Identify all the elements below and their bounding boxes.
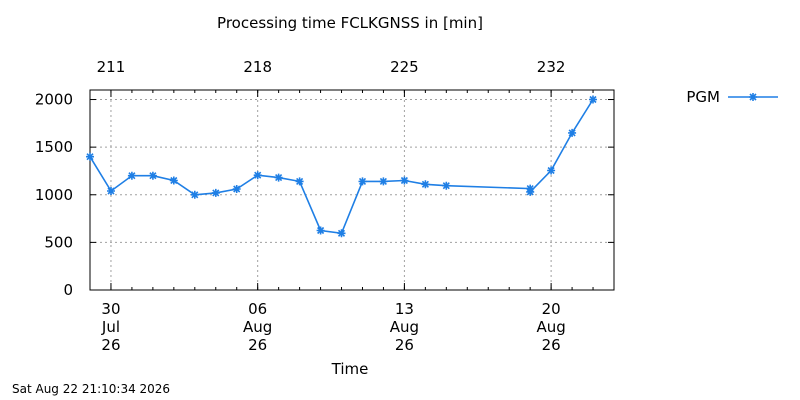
point-marker — [526, 187, 535, 196]
x-tick-label: Aug — [390, 318, 419, 336]
data-point — [169, 176, 178, 185]
legend-label-pgm: PGM — [686, 88, 720, 106]
data-point — [421, 180, 430, 189]
series-layer — [86, 95, 597, 238]
point-marker — [358, 177, 367, 186]
point-marker — [107, 187, 115, 195]
data-point — [547, 166, 556, 175]
x-tick-label: 26 — [248, 336, 267, 354]
x-tick-label: 26 — [395, 336, 414, 354]
data-point — [253, 171, 262, 180]
y-tick-label: 1500 — [35, 138, 73, 156]
point-marker — [421, 180, 430, 189]
data-point — [274, 173, 283, 182]
y-tick-label: 2000 — [35, 91, 73, 109]
data-point — [589, 95, 597, 104]
x-tick-label: Aug — [243, 318, 272, 336]
x-tick-label: Aug — [536, 318, 565, 336]
x-tick-label: 20 — [542, 300, 561, 318]
data-point — [568, 128, 577, 137]
point-marker — [589, 95, 597, 104]
data-point — [442, 181, 451, 190]
y-tick-label: 1000 — [35, 186, 73, 204]
x-tick-label: 06 — [248, 300, 267, 318]
x-tick-label: 26 — [101, 336, 120, 354]
point-marker — [190, 190, 199, 199]
data-point — [211, 188, 220, 197]
data-point — [232, 185, 241, 193]
data-point — [337, 229, 346, 238]
point-marker — [316, 226, 325, 235]
data-point — [190, 190, 199, 199]
point-marker — [337, 229, 346, 238]
x-top-tick-label: 218 — [243, 58, 272, 76]
point-marker — [211, 188, 220, 197]
point-marker — [295, 177, 304, 186]
data-point — [86, 152, 94, 161]
y-tick-label: 0 — [63, 281, 73, 299]
data-point — [379, 177, 388, 186]
point-marker — [568, 128, 577, 137]
data-point — [295, 177, 304, 186]
point-marker — [86, 152, 94, 161]
data-point — [526, 187, 535, 196]
x-tick-label: 26 — [542, 336, 561, 354]
x-top-tick-label: 225 — [390, 58, 419, 76]
data-point — [107, 187, 115, 195]
point-marker — [379, 177, 388, 186]
data-point — [358, 177, 367, 186]
point-marker — [169, 176, 178, 185]
legend-marker-path — [749, 93, 757, 101]
data-point — [400, 176, 409, 185]
x-tick-label: 13 — [395, 300, 414, 318]
y-tick-label: 500 — [44, 233, 73, 251]
point-marker — [442, 181, 451, 190]
point-marker — [400, 176, 409, 185]
timestamp: Sat Aug 22 21:10:34 2026 — [12, 382, 171, 396]
axis-ticks: 050010001500200030Jul2606Aug2613Aug2620A… — [35, 58, 615, 354]
x-axis-label: Time — [331, 360, 369, 378]
point-marker — [148, 171, 157, 180]
series-line-pgm — [89, 99, 594, 235]
grid-lines — [90, 90, 614, 290]
x-tick-label: Jul — [101, 318, 120, 336]
point-marker — [547, 166, 556, 175]
point-marker — [232, 185, 241, 193]
point-marker — [127, 171, 136, 180]
x-tick-label: 30 — [101, 300, 120, 318]
data-point — [148, 171, 157, 180]
x-top-tick-label: 211 — [97, 58, 126, 76]
x-top-tick-label: 232 — [537, 58, 566, 76]
point-marker — [253, 171, 262, 180]
plot-frame — [89, 89, 615, 291]
legend — [728, 93, 778, 101]
legend-marker-pgm — [749, 93, 757, 101]
data-point — [316, 226, 325, 235]
point-marker — [274, 173, 283, 182]
chart-title: Processing time FCLKGNSS in [min] — [217, 14, 483, 32]
data-point — [127, 171, 136, 180]
